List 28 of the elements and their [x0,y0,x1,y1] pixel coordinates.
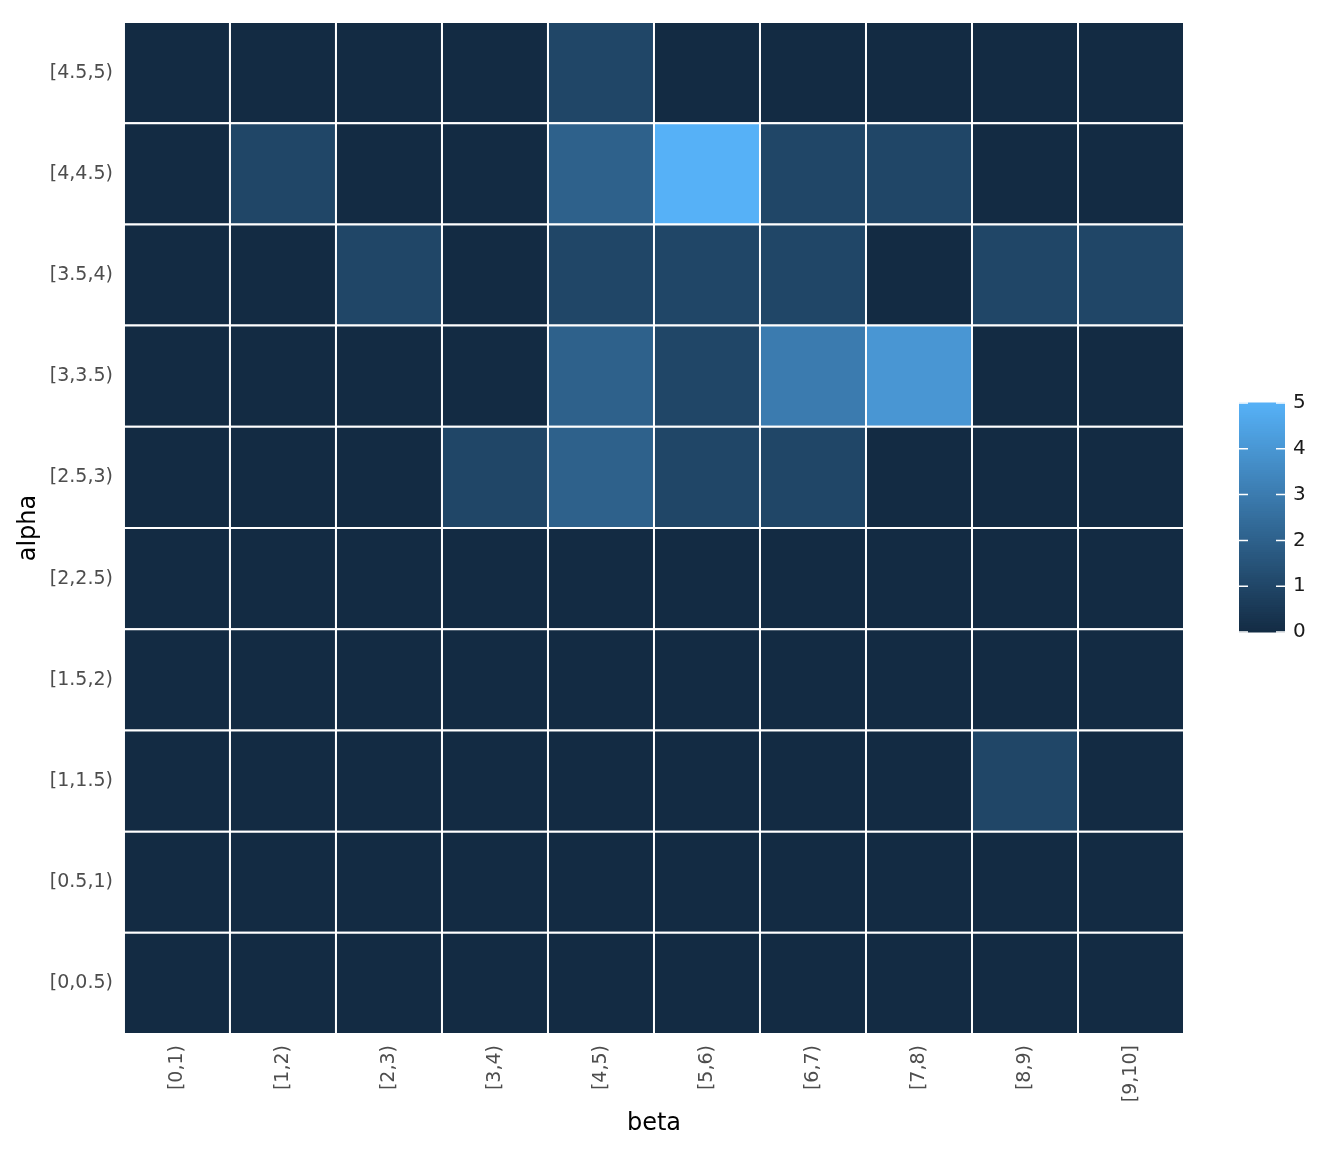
color-bar-label: 1 [1293,572,1306,597]
color-bar-label: 2 [1293,526,1306,551]
y-axis-title: alpha [12,494,41,562]
y-tick-label: [3,3.5) [49,363,113,386]
y-tick-label: [2,2.5) [49,565,113,588]
y-tick-label: [4.5,5) [49,59,113,82]
y-tick-label: [0,0.5) [49,970,113,993]
x-tick-label: [5,6) [693,1045,716,1091]
y-tick-label: [1,1.5) [49,767,113,790]
x-tick-label: [4,5) [587,1045,610,1091]
x-tick-label: [6,7) [799,1045,822,1091]
y-tick-label: [2.5,3) [49,464,113,487]
x-tick-label: [1,2) [269,1045,292,1091]
y-tick-label: [0.5,1) [49,869,113,892]
y-tick-label: [4,4.5) [49,160,113,183]
x-tick-label: [8,9) [1011,1045,1034,1091]
x-tick-label: [0,1) [163,1045,186,1091]
color-bar-label: 0 [1293,618,1306,643]
x-tick-label: [2,3) [375,1045,398,1091]
y-tick-label: [1.5,2) [49,666,113,689]
color-bar-label: 5 [1293,389,1306,414]
x-tick-label: [7,8) [905,1045,928,1091]
color-bar-label: 3 [1293,480,1306,505]
x-tick-label: [9,10] [1117,1045,1140,1103]
x-tick-label: [3,4) [481,1045,504,1091]
color-bar-label: 4 [1293,435,1306,459]
x-axis-title: beta [626,1107,682,1136]
y-tick-label: [3.5,4) [49,261,113,284]
